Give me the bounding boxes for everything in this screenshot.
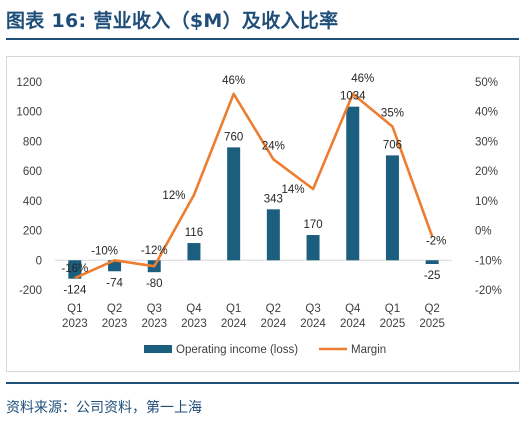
y-right-tick-label: 20%: [475, 166, 498, 178]
margin-line: [74, 92, 434, 280]
chart-panel: -200 0 200 400 600 800 1000 1200 -20% -10% 0% 10% 20…: [6, 56, 520, 372]
y-right-tick-label: 0%: [475, 226, 492, 238]
margin-data-label: -10%: [91, 245, 118, 257]
bar-data-label: -25: [424, 270, 441, 282]
margin-data-label: 24%: [262, 140, 285, 152]
y-right-tick-label: 50%: [475, 77, 498, 89]
x-tick-label-year: 2024: [300, 318, 326, 330]
margin-data-label: 35%: [381, 108, 404, 120]
margin-data-label: 46%: [351, 73, 374, 85]
y-right-tick-label: 30%: [475, 136, 498, 148]
margin-data-label: 14%: [282, 184, 305, 196]
x-tick-label-year: 2023: [141, 318, 167, 330]
x-tick-label-quarter: Q4: [186, 303, 202, 315]
y-left-tick-label: 1000: [16, 107, 42, 119]
bar-operating-income: [425, 260, 439, 264]
bar-operating-income: [385, 155, 399, 261]
margin-data-label: 46%: [222, 75, 245, 87]
y-left-tick-label: -200: [19, 285, 42, 297]
y-right-tick-label: -20%: [475, 285, 502, 297]
x-tick-label-year: 2023: [181, 318, 207, 330]
bar-operating-income: [108, 260, 122, 272]
margin-data-label: -2%: [426, 236, 446, 248]
bar-operating-income: [346, 106, 360, 261]
legend-label-line: Margin: [351, 344, 386, 356]
chart-title: 图表 16: 营业收入（$M）及收入比率: [6, 10, 339, 32]
y-left-tick-label: 0: [36, 255, 42, 267]
x-tick-label-year: 2024: [261, 318, 287, 330]
bar-data-label: 343: [264, 193, 283, 205]
legend-label-bar: Operating income (loss): [176, 344, 298, 356]
bar-operating-income: [68, 260, 82, 279]
y-right-tick-label: 40%: [475, 107, 498, 119]
margin-data-label: -16%: [61, 263, 88, 275]
bar-data-label: 1034: [340, 91, 366, 103]
y-left-tick-label: 800: [23, 136, 42, 148]
title-rule: [6, 38, 519, 40]
x-tick-label-year: 2024: [340, 318, 366, 330]
x-tick-label-quarter: Q2: [107, 303, 122, 315]
x-tick-label-quarter: Q2: [424, 303, 439, 315]
bar-data-label: -80: [146, 278, 163, 290]
bar-operating-income: [266, 209, 280, 261]
bar-operating-income: [187, 243, 201, 261]
bar-data-label: 116: [185, 227, 203, 239]
y-left-tick-label: 1200: [16, 77, 42, 89]
x-tick-label-year: 2024: [221, 318, 247, 330]
bar-operating-income: [306, 235, 320, 261]
x-tick-label-quarter: Q2: [266, 303, 281, 315]
bar-data-label: 170: [303, 219, 322, 231]
x-tick-label-quarter: Q4: [345, 303, 361, 315]
x-tick-label-year: 2025: [380, 318, 406, 330]
margin-data-label: 12%: [162, 190, 185, 202]
y-right-tick-label: -10%: [475, 255, 502, 267]
bar-data-label: -74: [106, 277, 123, 289]
bar-operating-income: [227, 147, 241, 261]
chart-svg: -200 0 200 400 600 800 1000 1200 -20% -10% 0% 10% 20…: [16, 73, 502, 356]
x-tick-label-quarter: Q1: [67, 303, 82, 315]
y-right-tick-label: 10%: [475, 196, 498, 208]
footer-rule: [6, 382, 519, 384]
x-tick-label-year: 2023: [102, 318, 128, 330]
y-left-tick-label: 200: [23, 226, 42, 238]
legend-swatch-bar: [144, 345, 172, 353]
y-left-tick-label: 600: [23, 166, 42, 178]
x-tick-label-year: 2025: [419, 318, 445, 330]
bar-data-label: 706: [383, 139, 402, 151]
bar-data-label: -124: [63, 285, 87, 297]
x-tick-label-quarter: Q3: [305, 303, 320, 315]
x-tick-label-quarter: Q1: [226, 303, 241, 315]
y-left-tick-label: 400: [23, 196, 42, 208]
x-tick-label-quarter: Q3: [147, 303, 162, 315]
margin-data-label: -12%: [141, 245, 168, 257]
bar-data-label: 760: [224, 131, 243, 143]
x-tick-label-year: 2023: [62, 318, 88, 330]
x-tick-label-quarter: Q1: [385, 303, 400, 315]
source-note: 资料来源：公司资料，第一上海: [6, 400, 202, 416]
